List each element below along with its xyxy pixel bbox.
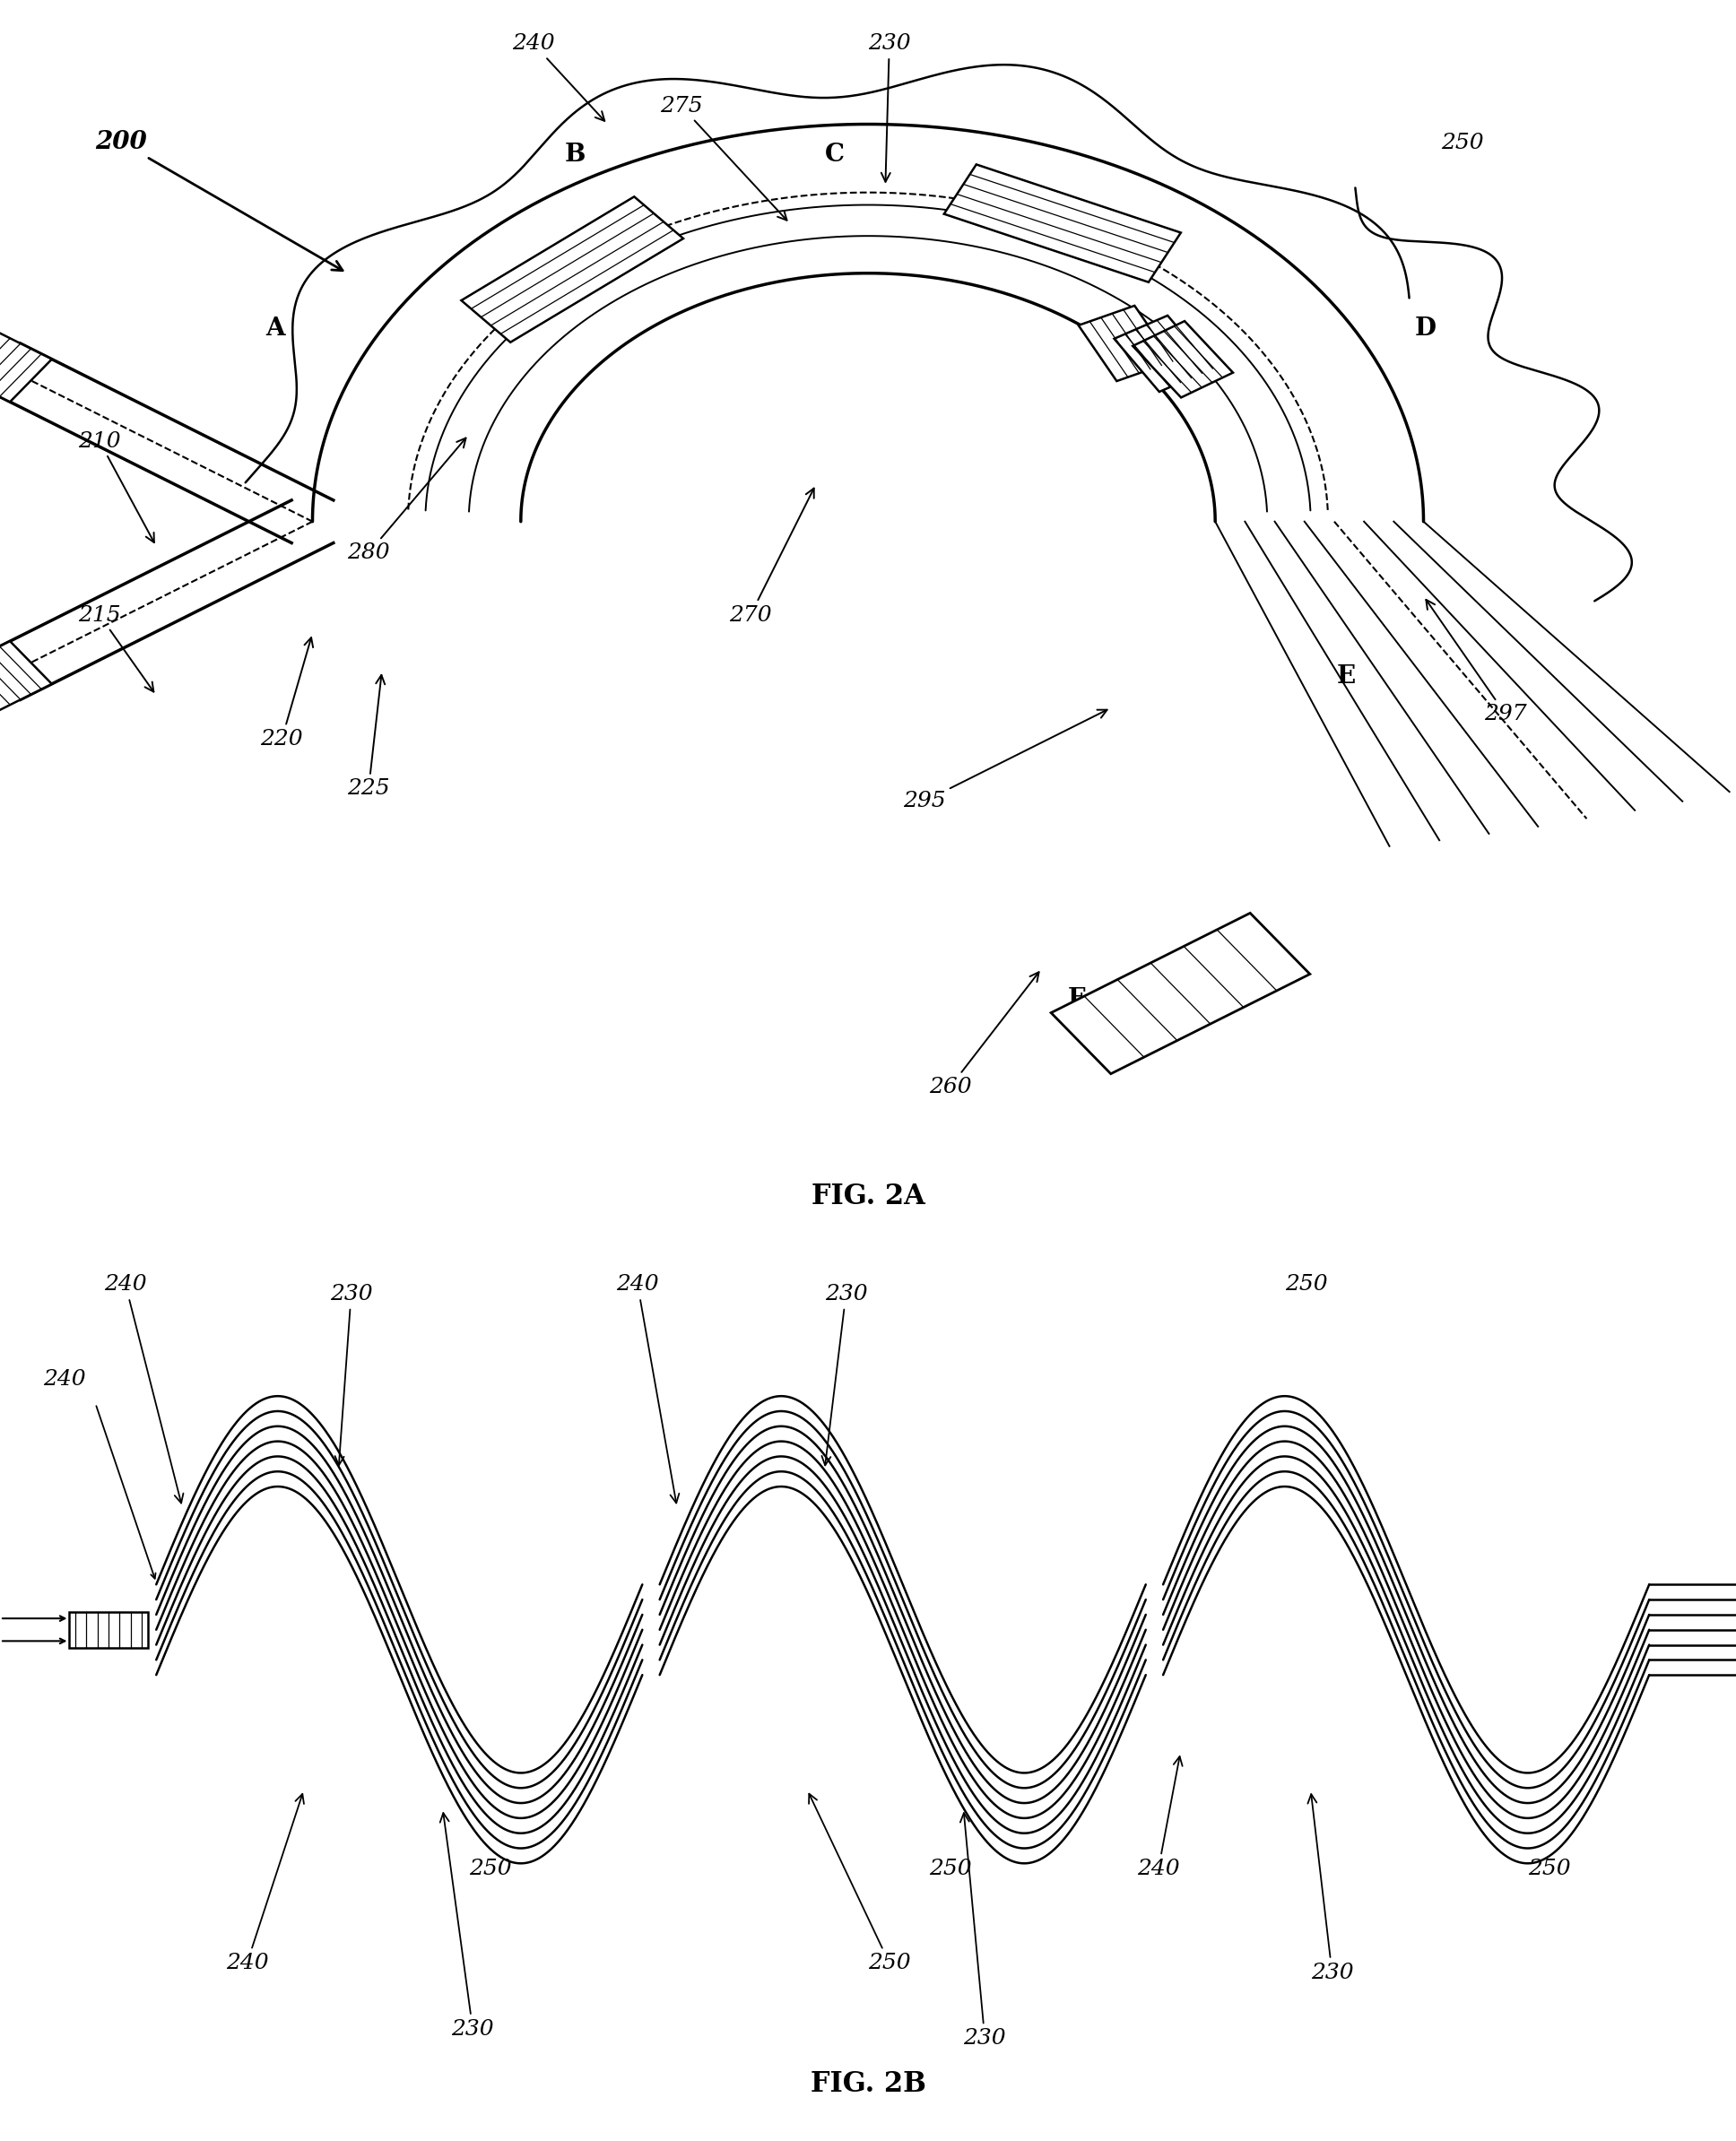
Polygon shape bbox=[69, 1612, 148, 1649]
Text: 250: 250 bbox=[469, 1858, 512, 1880]
Text: FIG. 2B: FIG. 2B bbox=[811, 2070, 925, 2098]
Text: 230: 230 bbox=[439, 1813, 495, 2038]
Text: 240: 240 bbox=[512, 34, 604, 120]
Text: 230: 230 bbox=[821, 1285, 868, 1464]
Text: D: D bbox=[1415, 317, 1436, 340]
Text: 250: 250 bbox=[1528, 1858, 1571, 1880]
Polygon shape bbox=[1132, 321, 1233, 398]
Text: B: B bbox=[564, 143, 585, 167]
Polygon shape bbox=[1050, 912, 1311, 1075]
Text: 215: 215 bbox=[78, 604, 155, 692]
Text: E: E bbox=[1337, 664, 1356, 689]
Text: 230: 230 bbox=[1307, 1794, 1354, 1983]
Text: 225: 225 bbox=[347, 674, 391, 799]
Text: 240: 240 bbox=[43, 1368, 87, 1390]
Text: 250: 250 bbox=[1441, 133, 1484, 154]
Text: 230: 230 bbox=[960, 1813, 1007, 2049]
Text: 260: 260 bbox=[929, 972, 1038, 1096]
Text: 297: 297 bbox=[1425, 599, 1528, 724]
Text: 220: 220 bbox=[260, 638, 312, 749]
Text: 210: 210 bbox=[78, 430, 155, 542]
Text: 240: 240 bbox=[104, 1274, 184, 1503]
Text: 250: 250 bbox=[929, 1858, 972, 1880]
Text: F: F bbox=[1068, 987, 1085, 1011]
Text: A: A bbox=[266, 317, 285, 340]
Text: FIG. 2A: FIG. 2A bbox=[811, 1184, 925, 1212]
Text: 230: 230 bbox=[330, 1285, 373, 1464]
Text: 250: 250 bbox=[809, 1794, 911, 1974]
Polygon shape bbox=[944, 165, 1180, 283]
Text: 200: 200 bbox=[95, 131, 342, 270]
Text: 240: 240 bbox=[616, 1274, 679, 1503]
Text: 240: 240 bbox=[226, 1794, 304, 1974]
Polygon shape bbox=[462, 197, 684, 343]
Polygon shape bbox=[1078, 306, 1174, 381]
Text: 250: 250 bbox=[1285, 1274, 1328, 1295]
Text: 230: 230 bbox=[868, 34, 911, 182]
Text: C: C bbox=[825, 143, 844, 167]
Text: 280: 280 bbox=[347, 439, 465, 563]
Text: 275: 275 bbox=[660, 96, 786, 221]
Text: 240: 240 bbox=[1137, 1756, 1182, 1880]
Polygon shape bbox=[1115, 315, 1213, 392]
Polygon shape bbox=[0, 640, 52, 715]
Text: 295: 295 bbox=[903, 711, 1108, 811]
Text: 270: 270 bbox=[729, 488, 814, 625]
Polygon shape bbox=[0, 328, 52, 403]
